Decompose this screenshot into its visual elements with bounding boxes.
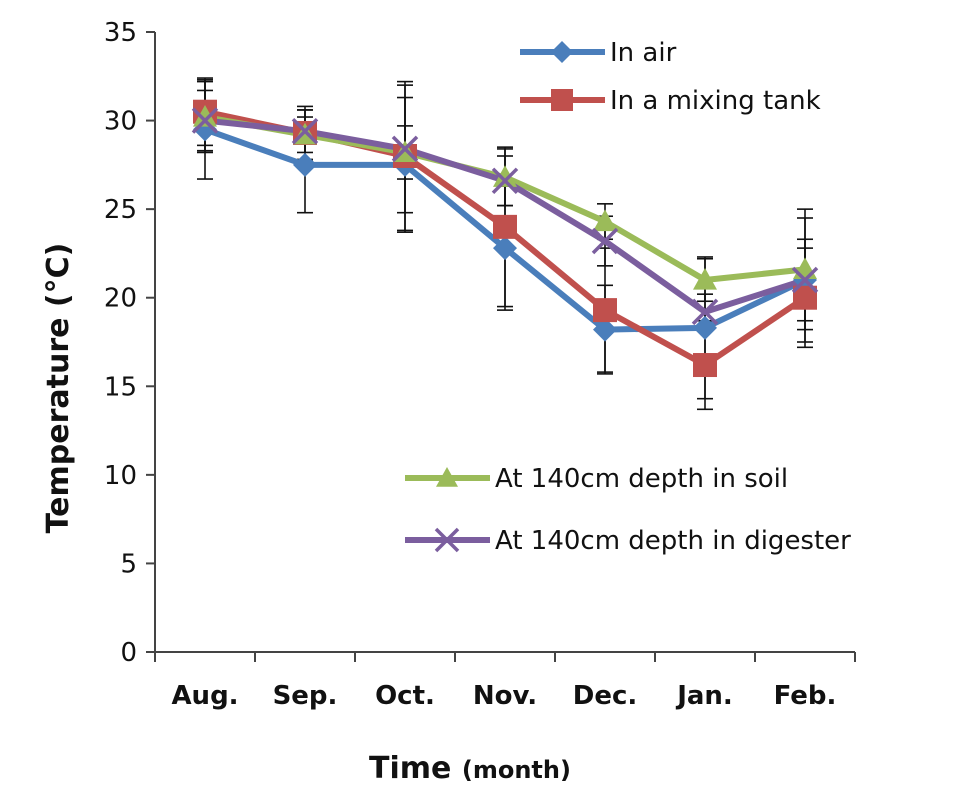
x-tick-label-7: Feb. [774,681,837,711]
point-s1-2 [293,152,317,177]
y-tick-label-25: 25 [104,195,137,225]
x-stroke-b [291,117,319,145]
x-tick-label-1: Aug. [171,681,238,711]
legend-marker [551,89,573,111]
series-layer [191,99,819,378]
x-axis-title: Time (month) [369,751,571,786]
point-s4-4 [491,167,519,195]
legend-label: In a mixing tank [610,86,821,116]
y-tick-label-35: 35 [104,18,137,48]
point-s1-5 [593,317,617,342]
x-stroke-b [434,527,460,553]
point-s4-2 [291,117,319,145]
legend-item-1: In air [520,38,677,68]
x-tick-label-2: Sep. [273,681,338,711]
y-tick-label-5: 5 [120,549,137,579]
point-s4-3 [391,135,419,163]
point-s3-1 [193,105,217,127]
x-tick-label-3: Oct. [375,681,435,711]
point-s1-4 [493,236,517,261]
point-s2-6 [693,353,717,378]
point-s4-6 [691,298,719,326]
axes-layer: 0 5 10 15 20 25 30 35 Aug. Sep. Oct. Nov. Dec. Jan. Fe… [104,18,856,711]
y-axis-title: Temperature (°C) [41,243,76,534]
y-tick-label-30: 30 [104,107,137,137]
y-tick-label-15: 15 [104,372,137,402]
point-s3-5 [593,209,617,232]
x-tick-label-6: Jan. [675,681,733,711]
point-s3-4 [493,165,517,187]
legend-layer: In air In a mixing tank At 140cm depth in … [405,38,851,556]
legend-item-3: At 140cm depth in soil [405,464,788,494]
legend-item-2: In a mixing tank [520,86,821,116]
x-stroke-b [591,227,619,255]
x-stroke-b [491,167,519,195]
y-tick-label-10: 10 [104,461,137,491]
legend-label: In air [610,38,677,68]
point-s3-6 [693,268,717,290]
x-tick-label-4: Nov. [473,681,537,711]
legend-marker [436,467,458,487]
y-tick-label-20: 20 [104,284,137,314]
point-s4-7 [791,266,819,294]
x-stroke-b [791,266,819,294]
x-stroke-b [191,107,219,134]
x-tick-label-5: Dec. [573,681,638,711]
legend-item-4: At 140cm depth in digester [405,526,851,556]
legend-label: At 140cm depth in digester [495,526,851,556]
point-s2-4 [493,214,517,239]
point-s4-5 [591,227,619,255]
legend-marker [551,41,573,63]
legend-label: At 140cm depth in soil [495,464,788,494]
point-s1-6 [693,315,717,340]
point-s2-5 [593,298,617,323]
y-tick-label-0: 0 [120,638,137,668]
x-stroke-b [391,135,419,163]
legend-marker [434,527,460,553]
x-axis-title-main: Time [369,751,451,786]
x-stroke-b [691,298,719,326]
point-s4-1 [191,107,219,134]
x-axis-title-unit: (month) [462,756,571,784]
